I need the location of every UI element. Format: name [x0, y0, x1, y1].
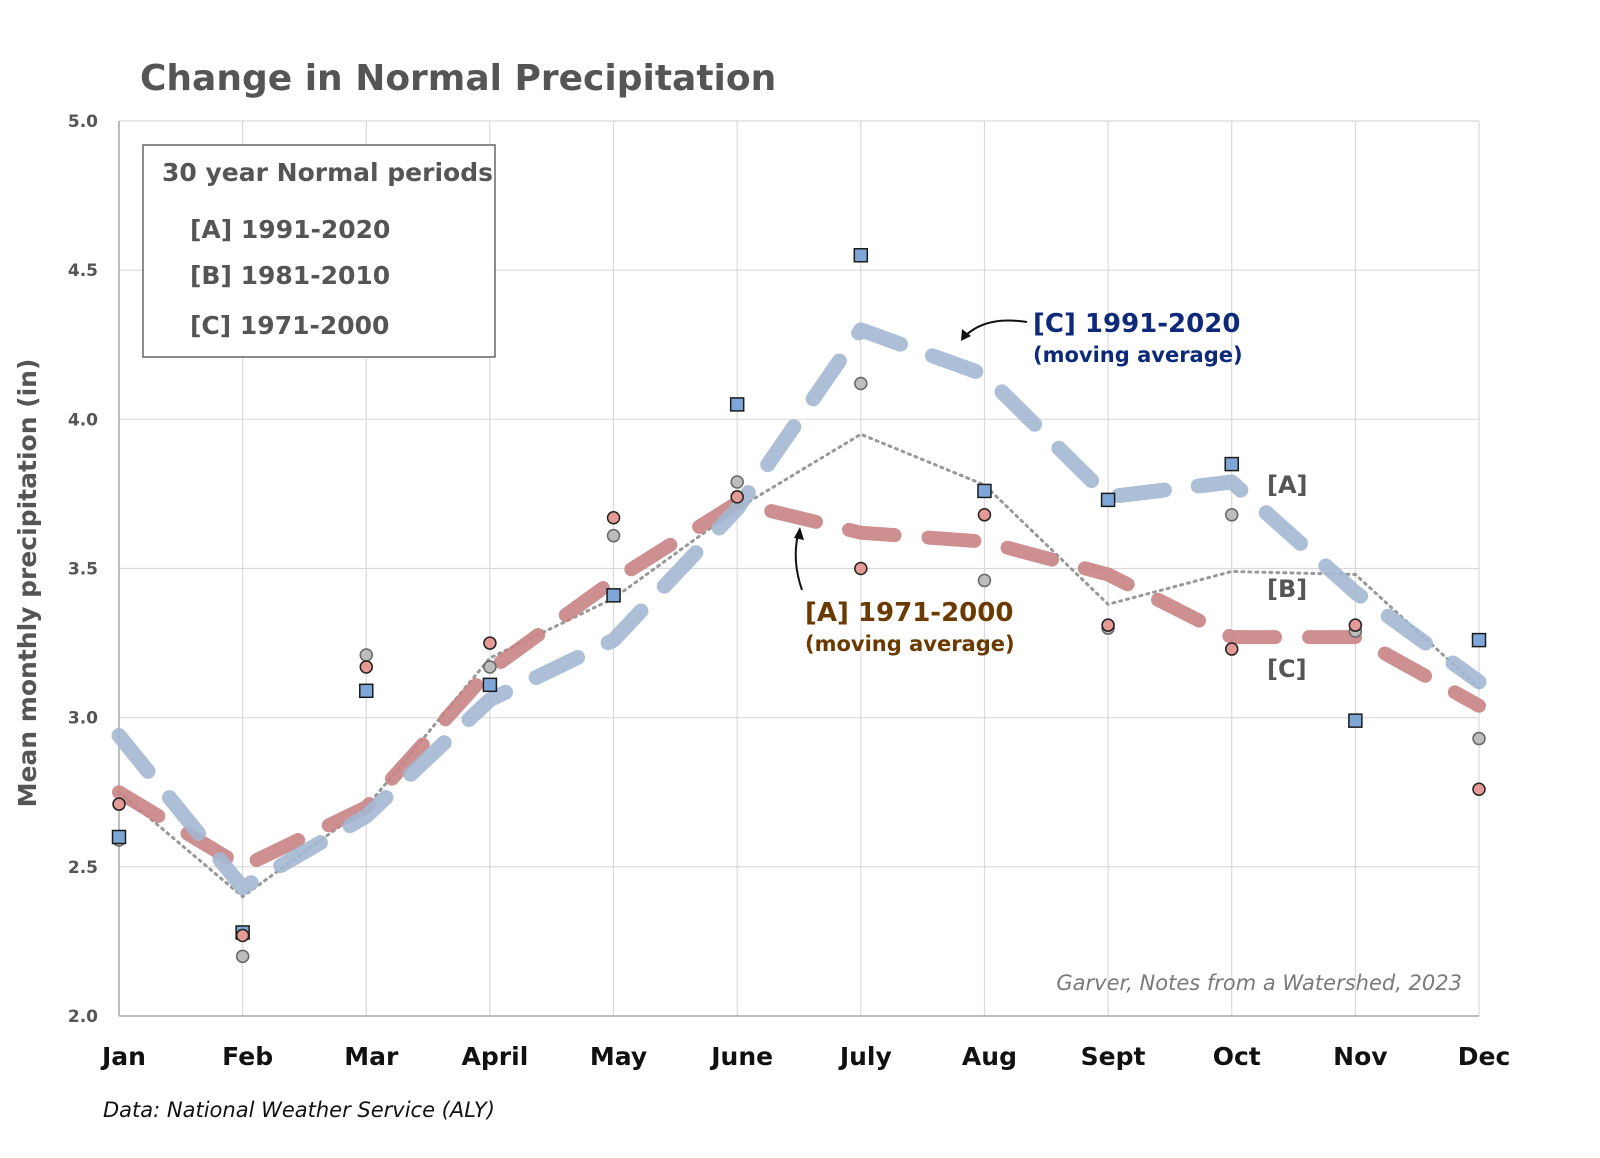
- x-tick-label: July: [838, 1042, 892, 1071]
- annotation-brown: [A] 1971-2000 (moving average): [794, 527, 1015, 656]
- series-a-point: [606, 588, 621, 603]
- series-c-line: [112, 495, 1486, 874]
- annotation-brown-subtitle: (moving average): [805, 632, 1015, 656]
- x-tick-label: Nov: [1333, 1042, 1387, 1071]
- series-a-point: [1471, 632, 1487, 648]
- series-b-point: [359, 648, 374, 662]
- x-tick-label: Feb: [222, 1042, 273, 1071]
- series-b-point: [235, 949, 250, 964]
- legend: 30 year Normal periods [A] 1991-2020 [B]…: [142, 144, 496, 358]
- data-source: Data: National Weather Service (ALY): [103, 1098, 495, 1122]
- series-tag-b: [B]: [1267, 575, 1307, 603]
- legend-title: 30 year Normal periods: [162, 158, 493, 187]
- chart-credit: Garver, Notes from a Watershed, 2023: [1056, 971, 1462, 995]
- x-tick-label: June: [709, 1042, 773, 1071]
- y-tick-label: 3.0: [68, 709, 98, 729]
- x-tick-label: Sept: [1081, 1042, 1146, 1071]
- series-c-point: [1101, 618, 1115, 632]
- series-markers: [111, 248, 1487, 964]
- series-b-point: [730, 475, 744, 489]
- x-tick-label: May: [590, 1042, 647, 1071]
- series-c-point: [730, 490, 744, 504]
- series-c-point: [483, 636, 497, 650]
- y-axis-ticks: 2.0 2.5 3.0 3.5 4.0 4.5 5.0: [68, 112, 98, 1027]
- legend-box: [142, 144, 496, 358]
- series-b-point: [483, 660, 497, 674]
- series-tag-a: [A]: [1267, 471, 1308, 499]
- annotation-brown-arrowhead: [794, 527, 804, 540]
- x-axis-ticks: Jan Feb Mar April May June July Aug Sept Oct Nov De…: [100, 1042, 1510, 1071]
- series-c-point: [1348, 618, 1363, 632]
- y-tick-label: 2.0: [68, 1007, 98, 1027]
- x-tick-label: Dec: [1458, 1042, 1511, 1071]
- x-tick-label: Aug: [962, 1042, 1017, 1071]
- annotation-blue-arrow: [964, 319, 1028, 337]
- annotation-blue: [C] 1991-2020 (moving average): [961, 309, 1243, 367]
- legend-item-b: [B] 1981-2010: [190, 261, 390, 290]
- annotation-blue-subtitle: (moving average): [1033, 343, 1243, 367]
- series-c-point: [1224, 642, 1239, 656]
- series-b-point: [606, 528, 621, 543]
- annotation-brown-title: [A] 1971-2000: [805, 598, 1013, 628]
- series-b-point: [854, 376, 868, 391]
- legend-item-c: [C] 1971-2000: [190, 311, 389, 340]
- series-a-point: [1348, 713, 1363, 728]
- legend-item-a: [A] 1991-2020: [190, 215, 390, 244]
- annotation-brown-arrow: [794, 533, 803, 591]
- x-tick-label: Mar: [344, 1042, 399, 1071]
- x-tick-label: Oct: [1213, 1042, 1261, 1071]
- y-tick-label: 4.0: [68, 410, 98, 430]
- series-c-point: [112, 797, 126, 811]
- series-c-point: [1472, 782, 1486, 797]
- series-c-point: [606, 511, 621, 525]
- y-tick-label: 4.5: [68, 261, 98, 281]
- series-a-point: [853, 248, 869, 263]
- series-c-point: [977, 508, 992, 522]
- y-tick-label: 2.5: [68, 858, 98, 878]
- x-tick-label: April: [462, 1042, 529, 1071]
- series-lines: [111, 322, 1487, 899]
- series-a-point: [977, 483, 992, 499]
- series-b-point: [977, 573, 992, 588]
- series-a-line: [111, 322, 1487, 896]
- series-a-point: [482, 677, 498, 693]
- series-b-point: [1472, 731, 1486, 746]
- y-tick-label: 5.0: [68, 112, 98, 132]
- annotation-blue-title: [C] 1991-2020: [1033, 309, 1240, 339]
- series-a-point: [359, 683, 374, 699]
- series-a-point: [729, 397, 745, 412]
- series-a-point: [1100, 492, 1116, 508]
- series-c-point: [359, 660, 374, 674]
- annotation-blue-arrowhead: [961, 329, 971, 341]
- chart-title: Change in Normal Precipitation: [140, 58, 776, 99]
- x-tick-label: Jan: [100, 1042, 146, 1071]
- y-axis-label: Mean monthly precipitation (in): [13, 359, 42, 808]
- series-tag-c: [C]: [1267, 655, 1307, 683]
- series-b-point: [1224, 508, 1239, 522]
- series-c-point: [235, 928, 250, 943]
- series-c-point: [854, 561, 868, 576]
- y-tick-label: 3.5: [68, 560, 98, 580]
- series-a-point: [111, 829, 127, 845]
- series-a-point: [1224, 456, 1239, 472]
